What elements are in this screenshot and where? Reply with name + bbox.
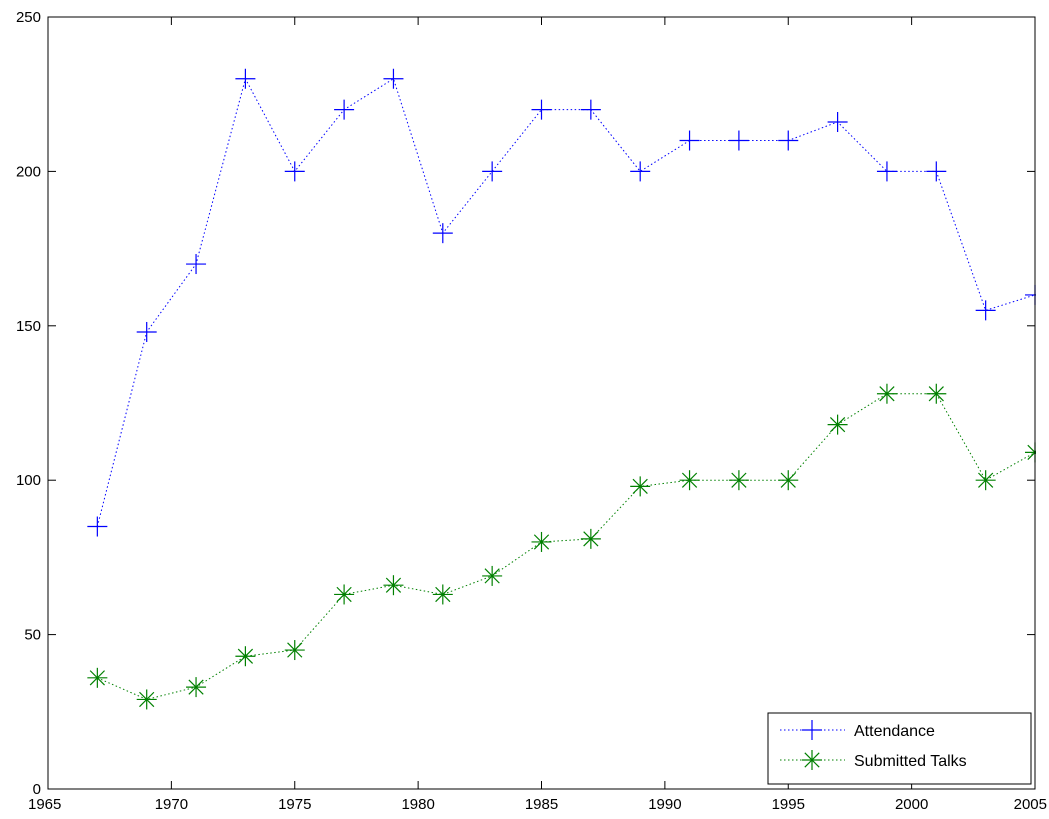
data-point-1-15 xyxy=(778,130,799,151)
legend-label-2: Submitted Talks xyxy=(854,753,967,770)
y-tick-label: 250 xyxy=(16,9,41,26)
data-point-1-9 xyxy=(482,161,503,182)
x-tick-label: 1995 xyxy=(772,796,805,813)
data-point-1-1 xyxy=(87,516,108,537)
data-point-1-14 xyxy=(728,130,749,151)
y-tick-label: 150 xyxy=(16,318,41,335)
data-point-2-10 xyxy=(531,531,552,552)
legend: Attendance Submitted Talks xyxy=(767,712,1032,785)
legend-marker-2 xyxy=(802,750,822,770)
series-line-2 xyxy=(97,393,1036,700)
data-point-1-16 xyxy=(827,111,848,132)
x-tick-label: 2000 xyxy=(895,796,928,813)
data-point-1-11 xyxy=(580,99,601,120)
data-point-2-4 xyxy=(235,646,256,667)
data-point-2-8 xyxy=(432,584,453,605)
data-point-1-10 xyxy=(531,99,552,120)
data-point-1-3 xyxy=(186,254,207,275)
y-tick-label: 0 xyxy=(33,781,41,798)
data-point-1-12 xyxy=(630,161,651,182)
x-tick-label: 2005 xyxy=(1014,796,1047,813)
data-point-2-11 xyxy=(580,528,601,549)
legend-label-1: Attendance xyxy=(854,723,935,740)
data-point-1-18 xyxy=(926,161,947,182)
data-point-1-6 xyxy=(334,99,355,120)
series-line-1 xyxy=(96,77,1036,527)
y-tick-label: 50 xyxy=(24,627,41,644)
y-tick-label: 200 xyxy=(16,163,41,180)
data-point-1-8 xyxy=(432,223,453,244)
data-point-2-1 xyxy=(87,667,108,688)
data-point-2-16 xyxy=(827,414,848,435)
data-point-2-17 xyxy=(876,383,897,404)
data-point-2-13 xyxy=(679,470,700,491)
data-point-1-7 xyxy=(383,68,404,89)
data-point-2-7 xyxy=(383,575,404,596)
data-point-1-4 xyxy=(235,68,256,89)
data-point-2-2 xyxy=(136,689,157,710)
data-point-2-15 xyxy=(778,470,799,491)
data-point-2-6 xyxy=(334,584,355,605)
data-point-1-19 xyxy=(975,300,996,321)
data-point-1-13 xyxy=(679,130,700,151)
x-tick-label: 1970 xyxy=(155,796,188,813)
legend-marker-1 xyxy=(802,720,822,740)
data-point-2-14 xyxy=(728,470,749,491)
data-point-1-2 xyxy=(136,321,157,342)
data-point-2-5 xyxy=(284,640,305,661)
x-tick-label: 1975 xyxy=(278,796,311,813)
data-point-2-18 xyxy=(926,383,947,404)
data-point-2-12 xyxy=(630,476,651,497)
x-tick-label: 1985 xyxy=(525,796,558,813)
data-point-2-19 xyxy=(975,470,996,491)
x-tick-label: 1980 xyxy=(401,796,434,813)
x-tick-label: 1965 xyxy=(28,796,61,813)
x-tick-label: 1990 xyxy=(648,796,681,813)
data-point-1-17 xyxy=(876,161,897,182)
y-tick-label: 100 xyxy=(16,472,41,489)
data-point-1-5 xyxy=(284,161,305,182)
data-point-2-3 xyxy=(186,677,207,698)
data-point-2-9 xyxy=(482,565,503,586)
